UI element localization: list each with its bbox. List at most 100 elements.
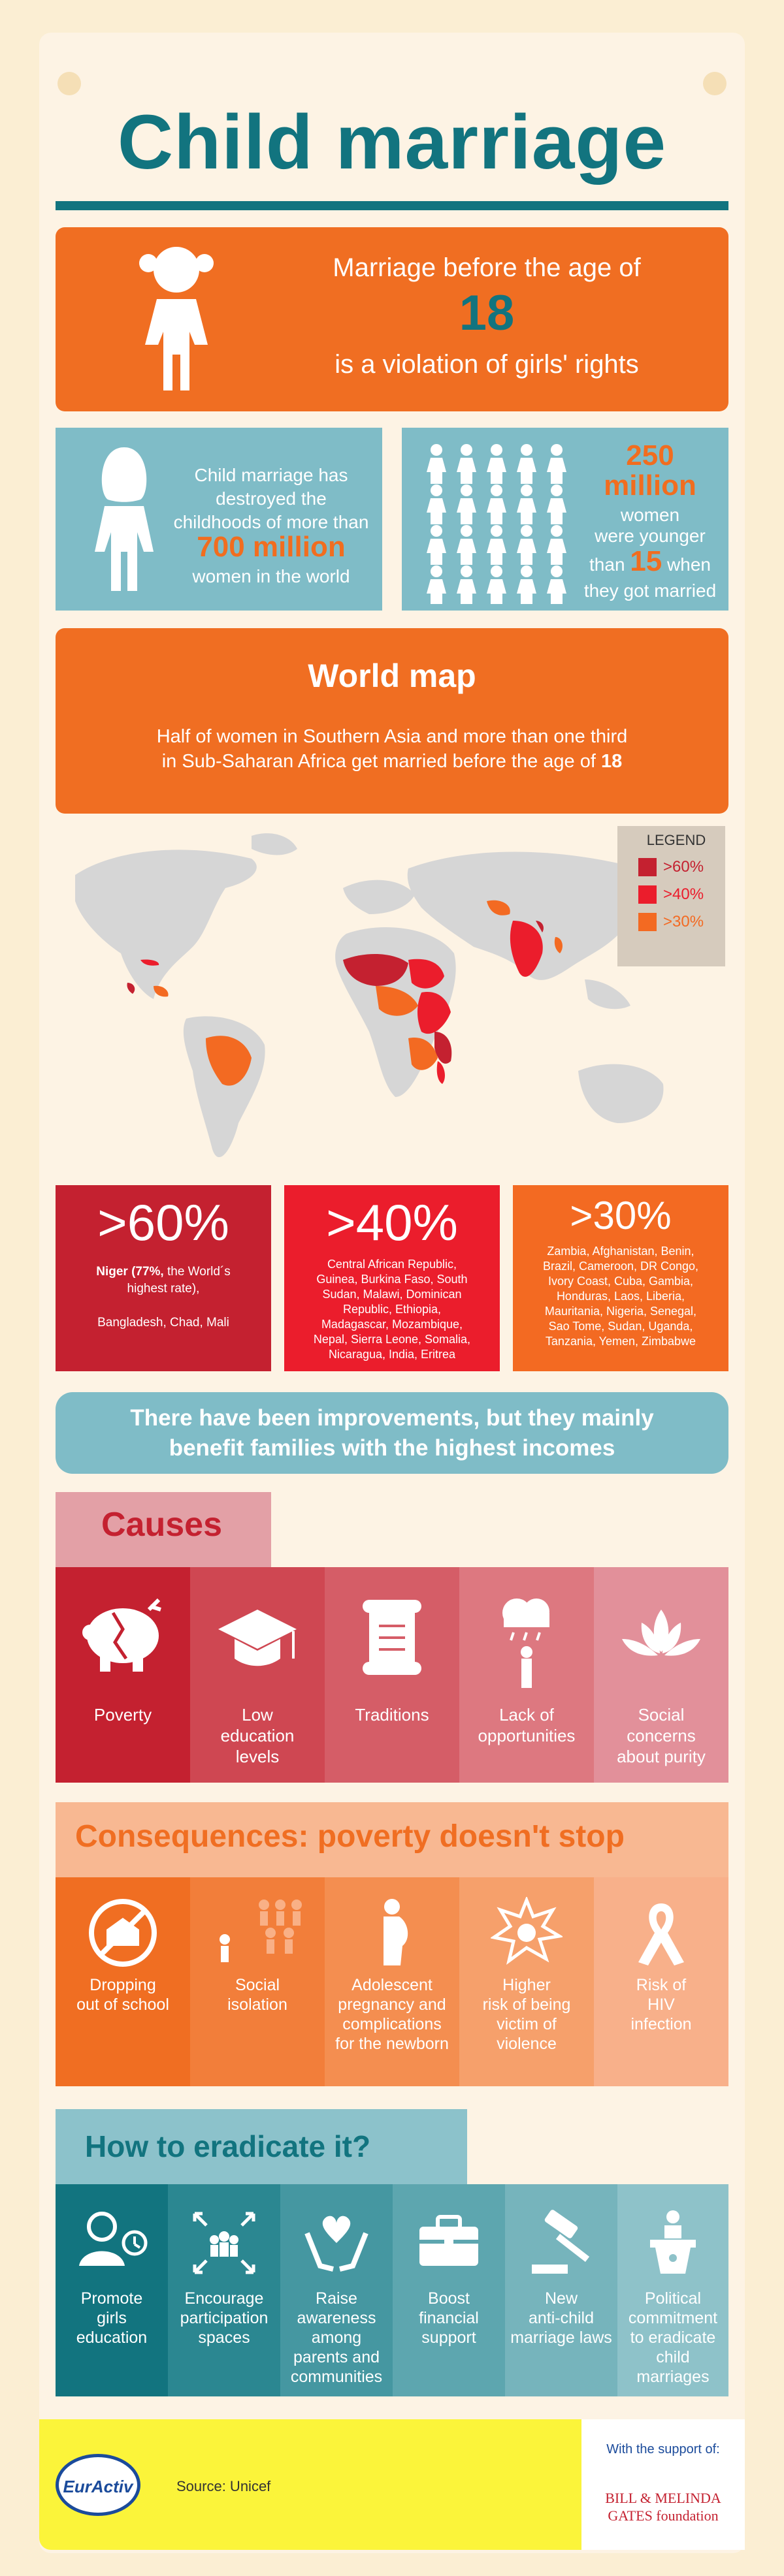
improvements-line2: benefit families with the highest income… [169, 1435, 615, 1461]
group-icon [193, 2212, 255, 2274]
legend-box [617, 826, 725, 966]
stat-right-line3: when [667, 554, 711, 575]
woman-figure-body [457, 539, 476, 565]
woman-figure-body [517, 539, 536, 565]
tier-30-countries: Zambia, Afghanistan, Benin, Brazil, Camer… [542, 1245, 699, 1348]
stat-right-line2: were younger [595, 526, 706, 546]
lotus-icon [622, 1610, 700, 1656]
intro-banner: Marriage before the age of 18 is a viola… [56, 227, 728, 411]
girl-icon [139, 247, 214, 390]
tier-30-box: >30% Zambia, Afghanistan, Benin, Brazil, … [513, 1185, 728, 1371]
title-underline [56, 201, 728, 210]
consequence-label: Social isolation [227, 1976, 287, 2014]
sponsor-box: With the support of: BILL & MELINDA GATE… [581, 2419, 745, 2550]
woman-figure-body [487, 539, 506, 565]
woman-figure-body [487, 458, 506, 484]
stat-right-than: than [589, 554, 625, 575]
stat-box-700m: Child marriage has destroyed the childho… [56, 428, 382, 611]
tier-60-text: Niger (77%, the World´s highest rate), Ban… [96, 1265, 231, 1329]
cause-poverty: Poverty [56, 1567, 190, 1783]
briefcase-icon [419, 2215, 478, 2266]
eradicate-education: Promote girls education [56, 2184, 168, 2396]
highlighted-countries [127, 900, 563, 1086]
cause-opportunities: Lack of opportunities [459, 1567, 594, 1783]
cause-label: Social concerns about purity [617, 1705, 706, 1766]
foundation-line1: BILL & MELINDA [605, 2490, 721, 2506]
woman-figure-body [547, 498, 566, 524]
intro-line1: Marriage before the age of [333, 253, 641, 282]
woman-figure-body [457, 458, 476, 484]
woman-figure-body [517, 458, 536, 484]
world-map [75, 826, 725, 1158]
woman-figure-head [491, 444, 502, 456]
stat-right-line4: they got married [583, 580, 717, 601]
woman-figure-head [491, 485, 502, 496]
eradicate-label: Political commitment to eradicate child … [628, 2289, 718, 2386]
improvements-line1: There have been improvements, but they m… [130, 1405, 654, 1431]
stat-left-number: 700 million [197, 531, 346, 563]
source-text: Source: Unicef [176, 2478, 271, 2494]
world-map-banner: World map Half of women in Southern Asia… [56, 628, 728, 814]
legend-title: LEGEND [646, 832, 706, 848]
consequence-school: Dropping out of school [56, 1877, 190, 2086]
woman-figure-head [551, 485, 563, 496]
heart-hands-icon [304, 2216, 368, 2272]
consequence-label: Risk of HIV infection [630, 1976, 692, 2033]
eradicate-label: Raise awareness among parents and commun… [290, 2289, 383, 2386]
woman-figure-head [491, 565, 502, 577]
stat-right-line1: women [620, 505, 680, 525]
cause-education: Low education levels [190, 1567, 325, 1783]
stat-right-age: 15 [630, 545, 662, 577]
woman-figure-head [551, 565, 563, 577]
cause-label: Low education levels [220, 1705, 295, 1766]
stat-right-number1: 250 [626, 439, 674, 471]
stat-left-line3: childhoods of more than [173, 512, 369, 532]
world-map-subtitle2: in Sub-Saharan Africa get married before… [56, 751, 728, 772]
euractiv-logo-text: EurActiv [63, 2477, 133, 2496]
cause-label: Lack of opportunities [478, 1705, 576, 1745]
legend-item-40: >40% [638, 885, 728, 904]
consequence-hiv: Risk of HIV infection [594, 1877, 728, 2086]
map-legend: LEGEND >60% >40% >30% [624, 828, 728, 931]
stat-right-number2: million [604, 469, 696, 501]
corner-dot [57, 72, 81, 95]
woman-figure-head [551, 444, 563, 456]
consequence-pregnancy: Adolescent pregnancy and complications f… [325, 1877, 459, 2086]
tier-60-label: >60% [97, 1194, 229, 1251]
eradicate-awareness: Raise awareness among parents and commun… [280, 2184, 393, 2396]
woman-figure-body [547, 579, 566, 604]
stat-left-line2: destroyed the [216, 488, 327, 509]
consequences-title: Consequences: poverty doesn't stop [75, 1819, 625, 1854]
woman-figure-body [427, 579, 446, 604]
gavel-icon [532, 2210, 590, 2274]
woman-figure-body [427, 458, 446, 484]
eradicate-laws: New anti-child marriage laws [505, 2184, 617, 2396]
no-school-icon [89, 1899, 157, 1967]
woman-figure-body [547, 458, 566, 484]
consequence-label: Dropping out of school [76, 1976, 169, 2014]
eradicate-label: Encourage participation spaces [180, 2289, 269, 2347]
tier-30-label: >30% [570, 1194, 672, 1237]
eradicate-title: How to eradicate it? [85, 2129, 371, 2163]
world-map-subtitle1: Half of women in Southern Asia and more … [156, 726, 628, 747]
stat-box-250m: 250 million women were younger than 15 w… [402, 428, 728, 611]
podium-icon [650, 2210, 696, 2274]
causes-heading-box: Causes [56, 1492, 271, 1567]
tier-40-label: >40% [326, 1194, 458, 1251]
intro-age: 18 [459, 285, 515, 341]
cause-traditions: Traditions [325, 1567, 459, 1783]
woman-figure-body [487, 498, 506, 524]
eradicate-label: Boost financial support [419, 2289, 479, 2347]
woman-figure-body [517, 579, 536, 604]
consequence-label: Adolescent pregnancy and complications f… [335, 1976, 449, 2053]
woman-figure-head [461, 565, 472, 577]
stat-left-line1: Child marriage has [194, 465, 348, 485]
world-map-title: World map [308, 658, 476, 694]
woman-figure-body [457, 579, 476, 604]
causes-title: Causes [101, 1506, 222, 1544]
improvements-banner: There have been improvements, but they m… [56, 1392, 728, 1474]
woman-figure-head [521, 444, 532, 456]
woman-figure-head [551, 525, 563, 537]
woman-figure-body [517, 498, 536, 524]
woman-figure-head [521, 565, 532, 577]
